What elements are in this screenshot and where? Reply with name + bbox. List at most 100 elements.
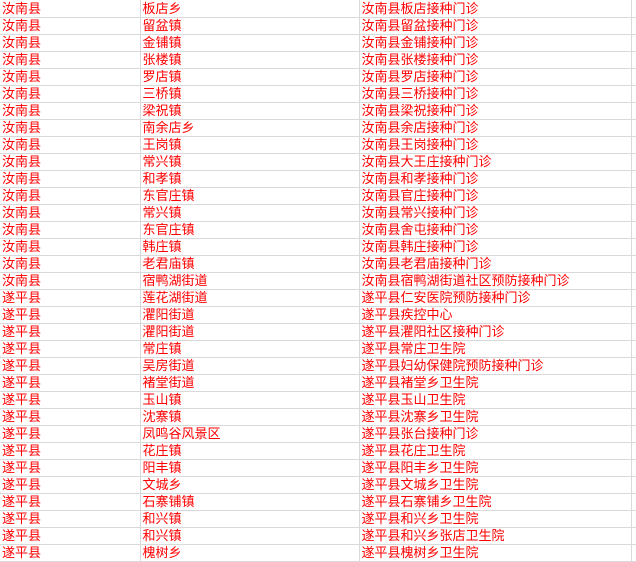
cell-town[interactable]: 留盆镇 xyxy=(140,17,360,35)
cell-county[interactable]: 遂平县 xyxy=(0,527,141,545)
cell-clinic[interactable]: 汝南县韩庄接种门诊 xyxy=(359,238,632,256)
cell-town[interactable]: 灈阳街道 xyxy=(140,306,360,324)
cell-clinic[interactable]: 汝南县宿鸭湖街道社区预防接种门诊 xyxy=(359,272,632,290)
cell-empty[interactable] xyxy=(631,17,636,35)
cell-clinic[interactable]: 遂平县常庄卫生院 xyxy=(359,340,632,358)
cell-town[interactable]: 玉山镇 xyxy=(140,391,360,409)
cell-town[interactable]: 和兴镇 xyxy=(140,527,360,545)
cell-county[interactable]: 汝南县 xyxy=(0,0,141,18)
cell-county[interactable]: 遂平县 xyxy=(0,510,141,528)
cell-town[interactable]: 常庄镇 xyxy=(140,340,360,358)
cell-town[interactable]: 王岗镇 xyxy=(140,136,360,154)
cell-clinic[interactable]: 遂平县妇幼保健院预防接种门诊 xyxy=(359,357,632,375)
cell-clinic[interactable]: 遂平县阳丰乡卫生院 xyxy=(359,459,632,477)
cell-county[interactable]: 遂平县 xyxy=(0,425,141,443)
cell-empty[interactable] xyxy=(631,136,636,154)
cell-town[interactable]: 和兴镇 xyxy=(140,510,360,528)
cell-county[interactable]: 遂平县 xyxy=(0,476,141,494)
cell-county[interactable]: 汝南县 xyxy=(0,85,141,103)
cell-clinic[interactable]: 汝南县张楼接种门诊 xyxy=(359,51,632,69)
cell-empty[interactable] xyxy=(631,204,636,222)
cell-town[interactable]: 常兴镇 xyxy=(140,204,360,222)
cell-empty[interactable] xyxy=(631,459,636,477)
cell-empty[interactable] xyxy=(631,323,636,341)
cell-town[interactable]: 三桥镇 xyxy=(140,85,360,103)
cell-town[interactable]: 梁祝镇 xyxy=(140,102,360,120)
cell-town[interactable]: 常兴镇 xyxy=(140,153,360,171)
cell-county[interactable]: 遂平县 xyxy=(0,374,141,392)
cell-empty[interactable] xyxy=(631,289,636,307)
cell-empty[interactable] xyxy=(631,238,636,256)
cell-empty[interactable] xyxy=(631,476,636,494)
cell-empty[interactable] xyxy=(631,255,636,273)
cell-clinic[interactable]: 汝南县大王庄接种门诊 xyxy=(359,153,632,171)
cell-town[interactable]: 张楼镇 xyxy=(140,51,360,69)
cell-empty[interactable] xyxy=(631,102,636,120)
cell-clinic[interactable]: 遂平县和兴乡卫生院 xyxy=(359,510,632,528)
cell-county[interactable]: 遂平县 xyxy=(0,323,141,341)
cell-clinic[interactable]: 汝南县和孝接种门诊 xyxy=(359,170,632,188)
cell-empty[interactable] xyxy=(631,221,636,239)
cell-county[interactable]: 汝南县 xyxy=(0,68,141,86)
cell-town[interactable]: 阳丰镇 xyxy=(140,459,360,477)
cell-county[interactable]: 遂平县 xyxy=(0,408,141,426)
cell-clinic[interactable]: 遂平县沈寨乡卫生院 xyxy=(359,408,632,426)
cell-empty[interactable] xyxy=(631,408,636,426)
cell-county[interactable]: 遂平县 xyxy=(0,442,141,460)
cell-county[interactable]: 遂平县 xyxy=(0,459,141,477)
cell-county[interactable]: 汝南县 xyxy=(0,102,141,120)
cell-empty[interactable] xyxy=(631,425,636,443)
cell-empty[interactable] xyxy=(631,119,636,137)
cell-town[interactable]: 板店乡 xyxy=(140,0,360,18)
cell-empty[interactable] xyxy=(631,442,636,460)
cell-clinic[interactable]: 遂平县槐树乡卫生院 xyxy=(359,544,632,562)
cell-county[interactable]: 遂平县 xyxy=(0,391,141,409)
cell-clinic[interactable]: 遂平县仁安医院预防接种门诊 xyxy=(359,289,632,307)
cell-town[interactable]: 罗店镇 xyxy=(140,68,360,86)
cell-clinic[interactable]: 汝南县三桥接种门诊 xyxy=(359,85,632,103)
cell-county[interactable]: 汝南县 xyxy=(0,34,141,52)
cell-county[interactable]: 汝南县 xyxy=(0,170,141,188)
cell-empty[interactable] xyxy=(631,306,636,324)
cell-clinic[interactable]: 汝南县老君庙接种门诊 xyxy=(359,255,632,273)
cell-empty[interactable] xyxy=(631,68,636,86)
cell-empty[interactable] xyxy=(631,391,636,409)
cell-town[interactable]: 灈阳街道 xyxy=(140,323,360,341)
cell-county[interactable]: 汝南县 xyxy=(0,272,141,290)
cell-clinic[interactable]: 遂平县疾控中心 xyxy=(359,306,632,324)
cell-county[interactable]: 汝南县 xyxy=(0,187,141,205)
cell-clinic[interactable]: 汝南县舍屯接种门诊 xyxy=(359,221,632,239)
cell-town[interactable]: 东官庄镇 xyxy=(140,221,360,239)
cell-empty[interactable] xyxy=(631,544,636,562)
cell-town[interactable]: 莲花湖街道 xyxy=(140,289,360,307)
cell-county[interactable]: 遂平县 xyxy=(0,289,141,307)
cell-clinic[interactable]: 汝南县金铺接种门诊 xyxy=(359,34,632,52)
cell-empty[interactable] xyxy=(631,374,636,392)
cell-town[interactable]: 南余店乡 xyxy=(140,119,360,137)
cell-county[interactable]: 汝南县 xyxy=(0,238,141,256)
cell-county[interactable]: 汝南县 xyxy=(0,221,141,239)
cell-county[interactable]: 汝南县 xyxy=(0,136,141,154)
cell-town[interactable]: 吴房街道 xyxy=(140,357,360,375)
cell-empty[interactable] xyxy=(631,85,636,103)
cell-county[interactable]: 遂平县 xyxy=(0,544,141,562)
cell-clinic[interactable]: 汝南县留盆接种门诊 xyxy=(359,17,632,35)
cell-clinic[interactable]: 汝南县板店接种门诊 xyxy=(359,0,632,18)
cell-empty[interactable] xyxy=(631,153,636,171)
cell-clinic[interactable]: 遂平县文城乡卫生院 xyxy=(359,476,632,494)
cell-town[interactable]: 老君庙镇 xyxy=(140,255,360,273)
cell-county[interactable]: 汝南县 xyxy=(0,204,141,222)
cell-clinic[interactable]: 汝南县余店接种门诊 xyxy=(359,119,632,137)
cell-clinic[interactable]: 遂平县石寨铺乡卫生院 xyxy=(359,493,632,511)
cell-empty[interactable] xyxy=(631,510,636,528)
cell-empty[interactable] xyxy=(631,527,636,545)
cell-clinic[interactable]: 汝南县罗店接种门诊 xyxy=(359,68,632,86)
cell-clinic[interactable]: 遂平县灈阳社区接种门诊 xyxy=(359,323,632,341)
cell-clinic[interactable]: 汝南县梁祝接种门诊 xyxy=(359,102,632,120)
cell-county[interactable]: 汝南县 xyxy=(0,51,141,69)
cell-county[interactable]: 遂平县 xyxy=(0,357,141,375)
cell-empty[interactable] xyxy=(631,187,636,205)
cell-county[interactable]: 汝南县 xyxy=(0,153,141,171)
cell-town[interactable]: 花庄镇 xyxy=(140,442,360,460)
cell-town[interactable]: 槐树乡 xyxy=(140,544,360,562)
